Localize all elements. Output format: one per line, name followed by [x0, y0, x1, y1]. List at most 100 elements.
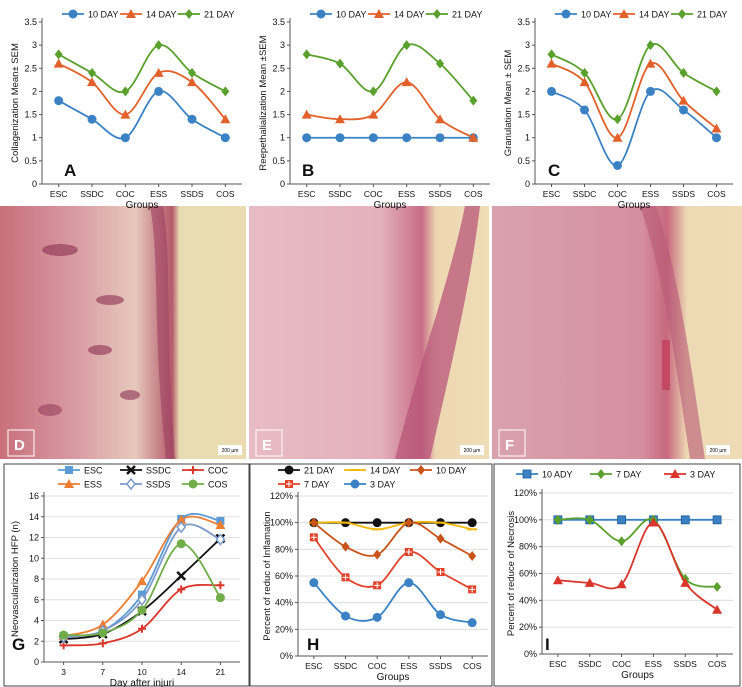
y-tick-label: 20%	[519, 622, 537, 632]
y-tick-label: 0%	[280, 651, 293, 661]
data-point	[372, 528, 383, 531]
y-tick-label: 1.5	[24, 110, 37, 120]
x-tick-label: COS	[216, 189, 235, 199]
y-tick-label: 2	[34, 636, 39, 646]
legend-marker	[126, 477, 136, 491]
data-point	[176, 520, 187, 534]
data-point	[402, 40, 411, 51]
marker-cross	[437, 569, 444, 575]
data-point	[154, 40, 163, 51]
y-tick-label: 0.5	[24, 156, 37, 166]
legend: ESC SSDC COC ESS SSDS COS	[58, 465, 229, 491]
data-point	[138, 624, 146, 633]
data-point	[87, 114, 97, 124]
series-line	[58, 44, 226, 94]
data-point	[617, 515, 626, 525]
data-point	[368, 109, 379, 119]
series-ess	[58, 514, 226, 641]
legend-marker	[561, 9, 571, 19]
data-point	[646, 40, 655, 51]
x-tick-label: ESS	[150, 189, 167, 199]
data-point	[613, 160, 622, 170]
data-point	[547, 49, 556, 60]
data-point	[680, 515, 690, 525]
x-tick-label: SSDS	[672, 189, 695, 199]
x-tick-label: SSDC	[80, 189, 104, 199]
y-tick-label: 3	[525, 40, 530, 50]
data-point	[216, 581, 225, 590]
marker-cross	[310, 534, 317, 541]
x-tick-label: ESS	[642, 189, 659, 199]
y-tick-label: 1	[525, 133, 530, 143]
legend-label: ESS	[84, 480, 102, 490]
x-tick-label: SSDC	[573, 189, 597, 199]
marker-cross	[286, 481, 292, 487]
data-point	[215, 533, 226, 546]
legend: 10 DAY 14 DAY 21 DAY	[555, 9, 727, 20]
legend-label: 21 DAY	[697, 10, 727, 20]
y-tick-label: 10	[29, 553, 39, 563]
x-tick-label: 3	[61, 667, 66, 677]
y-tick-label: 1.5	[517, 110, 530, 120]
series-7-day	[553, 514, 722, 592]
data-point	[404, 548, 413, 556]
y-tick-label: 14	[29, 512, 39, 522]
data-point	[98, 639, 107, 648]
y-tick-label: 6	[34, 595, 39, 605]
data-point	[121, 86, 130, 97]
marker-cross	[342, 574, 349, 581]
legend-marker	[619, 9, 629, 18]
data-point	[302, 133, 312, 143]
y-tick-label: 2	[32, 86, 37, 96]
legend-marker	[522, 469, 532, 479]
data-point	[153, 67, 164, 77]
x-tick-label: 14	[176, 667, 186, 677]
legend-marker	[126, 9, 136, 18]
series-21-day	[54, 40, 230, 97]
y-tick-label: 3.5	[517, 17, 530, 27]
y-tick-label: 1.5	[272, 110, 285, 120]
y-tick-label: 3	[32, 40, 37, 50]
series-3-day	[309, 578, 477, 628]
data-point	[546, 58, 557, 68]
y-tick-label: 20%	[275, 624, 293, 634]
data-point	[215, 520, 226, 530]
x-tick-label: ESC	[305, 661, 322, 671]
data-point	[369, 86, 378, 97]
series-line	[63, 537, 222, 641]
legend-label: SSDC	[146, 466, 172, 476]
legend-label: 14 DAY	[146, 10, 176, 20]
series-coc	[59, 581, 225, 650]
data-point	[336, 58, 344, 69]
panel-letter: C	[548, 161, 560, 180]
panel-letter: B	[302, 161, 314, 180]
data-point	[580, 105, 589, 115]
legend-label: 10 DAY	[88, 10, 118, 20]
data-point	[154, 86, 164, 96]
legend-label: 3 DAY	[690, 470, 715, 480]
legend-label: SSDS	[146, 480, 171, 490]
legend-label: 10 DAY	[336, 10, 366, 20]
data-point	[373, 581, 382, 590]
data-point	[120, 109, 131, 119]
data-point	[436, 568, 445, 576]
x-tick-label: COS	[708, 659, 727, 669]
series-10-day	[309, 517, 477, 561]
data-point	[468, 585, 477, 594]
data-point	[552, 575, 563, 585]
legend-marker	[65, 466, 73, 474]
chart-h: 0% 20% 40% 60% 80% 100% 120% ESC SSDC COC ESS SSDS C…	[248, 463, 493, 687]
y-tick-label: 60%	[519, 569, 537, 579]
legend-marker	[597, 469, 605, 479]
x-tick-label: COC	[612, 659, 631, 669]
data-point	[137, 593, 147, 606]
y-tick-label: 0	[280, 179, 285, 189]
data-point	[679, 67, 688, 78]
series-21-day	[547, 40, 721, 125]
legend-marker	[350, 469, 360, 471]
series-line	[63, 513, 221, 637]
x-tick-label: SSDS	[429, 661, 452, 671]
legend-label: 10 DAY	[581, 10, 611, 20]
data-point	[341, 611, 350, 621]
data-point	[435, 521, 446, 524]
